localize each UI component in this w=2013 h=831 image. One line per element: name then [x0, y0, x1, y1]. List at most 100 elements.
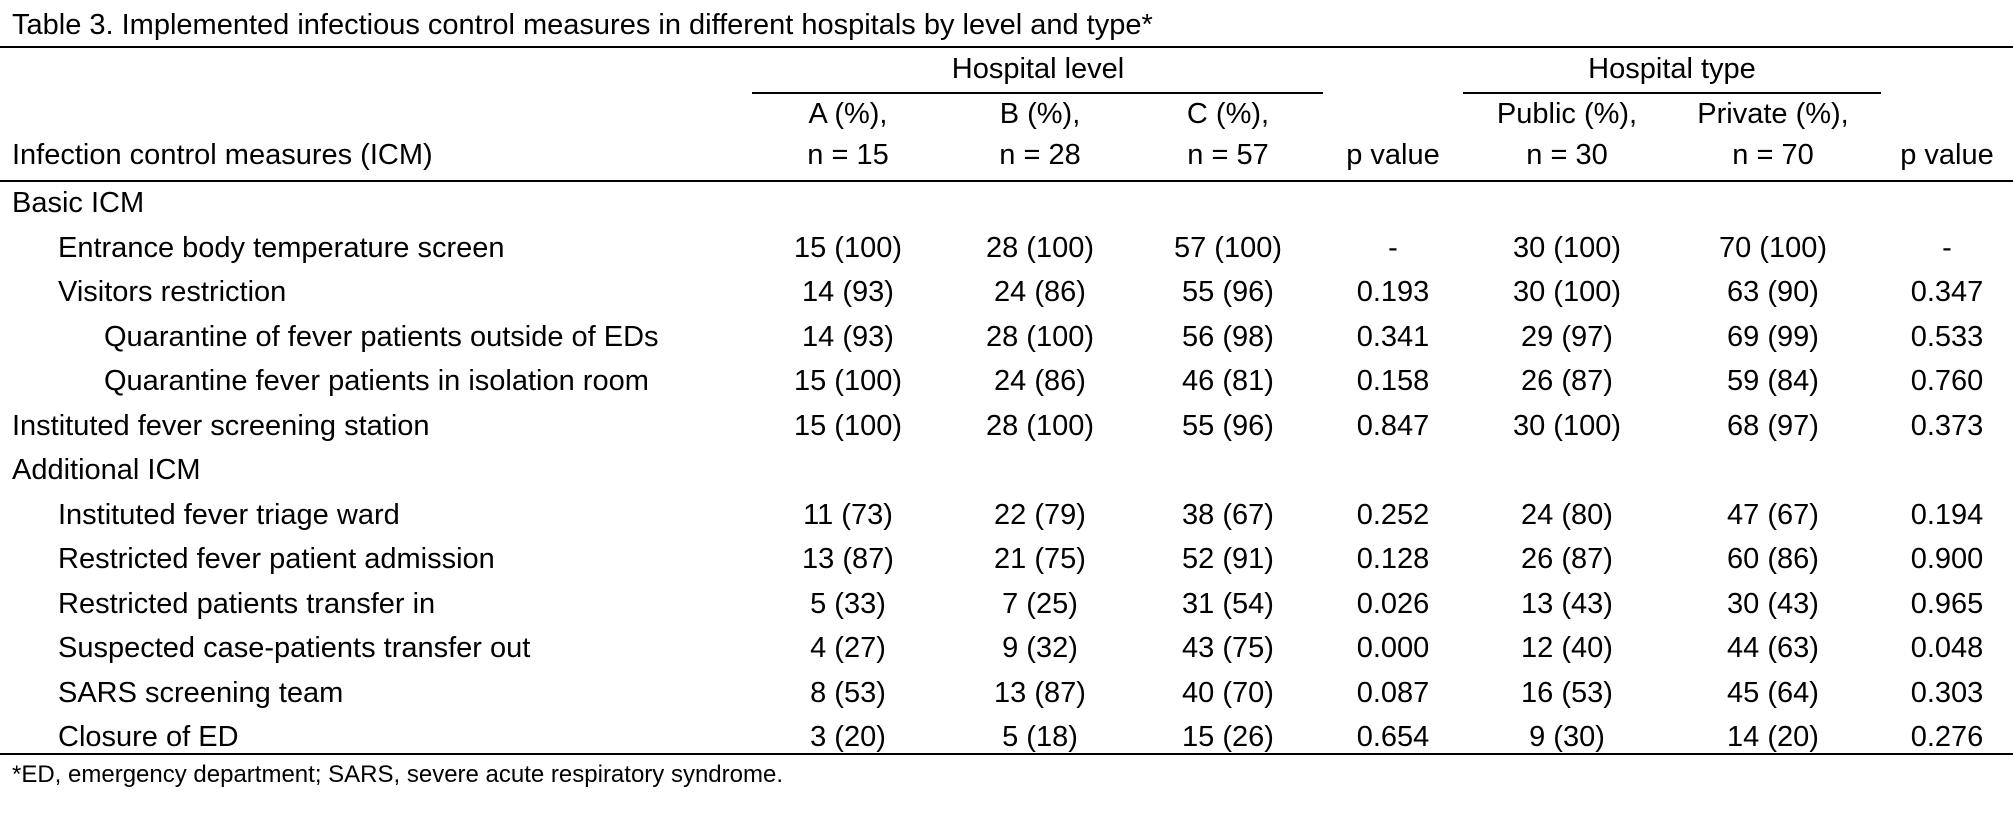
col-public-value: 30 (100)	[1512, 410, 1622, 442]
table-footnote: *ED, emergency department; SARS, severe …	[12, 761, 783, 788]
col-b-value: 13 (87)	[994, 677, 1086, 709]
p-value-level: 0.847	[1356, 410, 1430, 442]
row-label: SARS screening team	[58, 677, 344, 709]
row-label: Basic ICM	[12, 187, 145, 219]
col-public-value: 16 (53)	[1521, 677, 1613, 709]
col-a-header-line2: n = 15	[807, 139, 889, 171]
col-c-value: 15 (26)	[1182, 721, 1274, 753]
top-rule	[0, 46, 2013, 48]
col-c-value: 38 (67)	[1182, 499, 1274, 531]
col-private-value: 45 (64)	[1727, 677, 1819, 709]
row-label: Instituted fever triage ward	[58, 499, 400, 531]
col-public-value: 9 (30)	[1529, 721, 1605, 753]
col-c-value: 56 (98)	[1182, 321, 1274, 353]
col-public-value: 29 (97)	[1521, 321, 1613, 353]
col-b-value: 21 (75)	[994, 543, 1086, 575]
p-value-type-header: p value	[1900, 139, 1994, 171]
row-label: Closure of ED	[58, 721, 239, 753]
p-value-level: 0.026	[1356, 588, 1430, 620]
col-b-value: 28 (100)	[985, 232, 1095, 264]
col-b-value: 9 (32)	[1002, 632, 1078, 664]
col-private-value: 59 (84)	[1727, 365, 1819, 397]
hospital-type-header: Hospital type	[1588, 53, 1756, 85]
hospital-level-rule	[752, 92, 1323, 94]
col-c-value: 43 (75)	[1182, 632, 1274, 664]
col-a-header-line1: A (%),	[808, 98, 888, 130]
col-c-value: 57 (100)	[1173, 232, 1283, 264]
row-label: Entrance body temperature screen	[58, 232, 505, 264]
p-value-type: 0.194	[1910, 499, 1984, 531]
col-c-header-line1: C (%),	[1186, 98, 1270, 130]
col-public-value: 12 (40)	[1521, 632, 1613, 664]
p-value-level: 0.341	[1356, 321, 1430, 353]
col-a-value: 3 (20)	[810, 721, 886, 753]
row-label: Suspected case-patients transfer out	[58, 632, 531, 664]
row-label: Restricted fever patient admission	[58, 543, 495, 575]
p-value-level: 0.158	[1356, 365, 1430, 397]
row-label: Quarantine fever patients in isolation r…	[104, 365, 649, 397]
hospital-type-rule	[1463, 92, 1881, 94]
p-value-level: -	[1388, 232, 1398, 264]
col-private-value: 63 (90)	[1727, 276, 1819, 308]
row-label: Visitors restriction	[58, 276, 287, 308]
p-value-type: 0.533	[1910, 321, 1984, 353]
col-a-value: 8 (53)	[810, 677, 886, 709]
p-value-level: 0.252	[1356, 499, 1430, 531]
col-a-value: 15 (100)	[793, 410, 903, 442]
col-public-value: 30 (100)	[1512, 276, 1622, 308]
hospital-level-header: Hospital level	[951, 53, 1125, 85]
col-private-value: 47 (67)	[1727, 499, 1819, 531]
col-c-value: 40 (70)	[1182, 677, 1274, 709]
col-b-header-line2: n = 28	[999, 139, 1081, 171]
col-b-value: 22 (79)	[994, 499, 1086, 531]
col-c-header-line2: n = 57	[1187, 139, 1269, 171]
bottom-rule	[0, 753, 2013, 755]
col-b-value: 24 (86)	[994, 276, 1086, 308]
col-public-value: 30 (100)	[1512, 232, 1622, 264]
row-header-label: Infection control measures (ICM)	[12, 139, 433, 171]
col-b-value: 7 (25)	[1002, 588, 1078, 620]
col-a-value: 11 (73)	[803, 499, 893, 531]
col-a-value: 5 (33)	[810, 588, 886, 620]
col-b-value: 28 (100)	[985, 410, 1095, 442]
col-public-value: 26 (87)	[1521, 365, 1613, 397]
col-private-value: 30 (43)	[1727, 588, 1819, 620]
col-public-value: 13 (43)	[1521, 588, 1613, 620]
row-label: Quarantine of fever patients outside of …	[104, 321, 659, 353]
p-value-type: 0.900	[1910, 543, 1984, 575]
col-public-value: 26 (87)	[1521, 543, 1613, 575]
col-private-header-line1: Private (%),	[1697, 98, 1849, 130]
col-b-value: 5 (18)	[1002, 721, 1078, 753]
p-value-type: 0.276	[1910, 721, 1984, 753]
col-private-value: 70 (100)	[1718, 232, 1828, 264]
col-a-value: 4 (27)	[810, 632, 886, 664]
col-c-value: 46 (81)	[1182, 365, 1274, 397]
table-caption: Table 3. Implemented infectious control …	[12, 9, 1153, 41]
p-value-type: -	[1942, 232, 1952, 264]
col-c-value: 31 (54)	[1182, 588, 1274, 620]
col-a-value: 13 (87)	[802, 543, 894, 575]
col-a-value: 15 (100)	[793, 365, 903, 397]
p-value-level-header: p value	[1346, 139, 1440, 171]
header-rule	[0, 180, 2013, 182]
col-a-value: 14 (93)	[802, 321, 894, 353]
col-a-value: 14 (93)	[802, 276, 894, 308]
col-c-value: 55 (96)	[1182, 276, 1274, 308]
p-value-level: 0.654	[1356, 721, 1430, 753]
p-value-level: 0.193	[1356, 276, 1430, 308]
p-value-type: 0.347	[1910, 276, 1984, 308]
col-private-value: 69 (99)	[1727, 321, 1819, 353]
p-value-type: 0.048	[1910, 632, 1984, 664]
row-label: Restricted patients transfer in	[58, 588, 436, 620]
row-label: Additional ICM	[12, 454, 201, 486]
p-value-level: 0.000	[1356, 632, 1430, 664]
p-value-type: 0.373	[1910, 410, 1984, 442]
col-private-value: 44 (63)	[1727, 632, 1819, 664]
col-b-header-line1: B (%),	[999, 98, 1081, 130]
col-a-value: 15 (100)	[793, 232, 903, 264]
p-value-level: 0.128	[1356, 543, 1430, 575]
col-public-value: 24 (80)	[1521, 499, 1613, 531]
col-public-header-line1: Public (%),	[1496, 98, 1638, 130]
col-b-value: 24 (86)	[994, 365, 1086, 397]
